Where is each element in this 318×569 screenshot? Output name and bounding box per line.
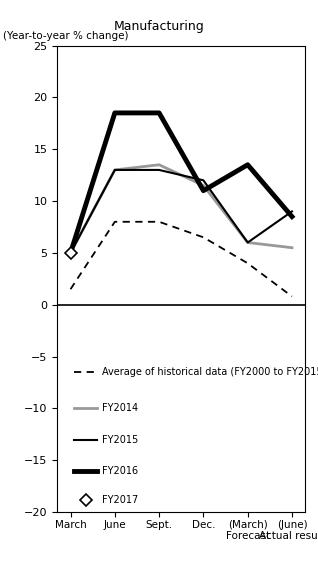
- Text: FY2017: FY2017: [101, 494, 138, 505]
- Text: Average of historical data (FY2000 to FY2015): Average of historical data (FY2000 to FY…: [101, 367, 318, 377]
- Text: Manufacturing: Manufacturing: [114, 20, 204, 33]
- Text: FY2015: FY2015: [101, 435, 138, 444]
- Text: (Year-to-year % change): (Year-to-year % change): [3, 31, 128, 41]
- Text: FY2014: FY2014: [101, 403, 138, 414]
- Text: FY2016: FY2016: [101, 465, 138, 476]
